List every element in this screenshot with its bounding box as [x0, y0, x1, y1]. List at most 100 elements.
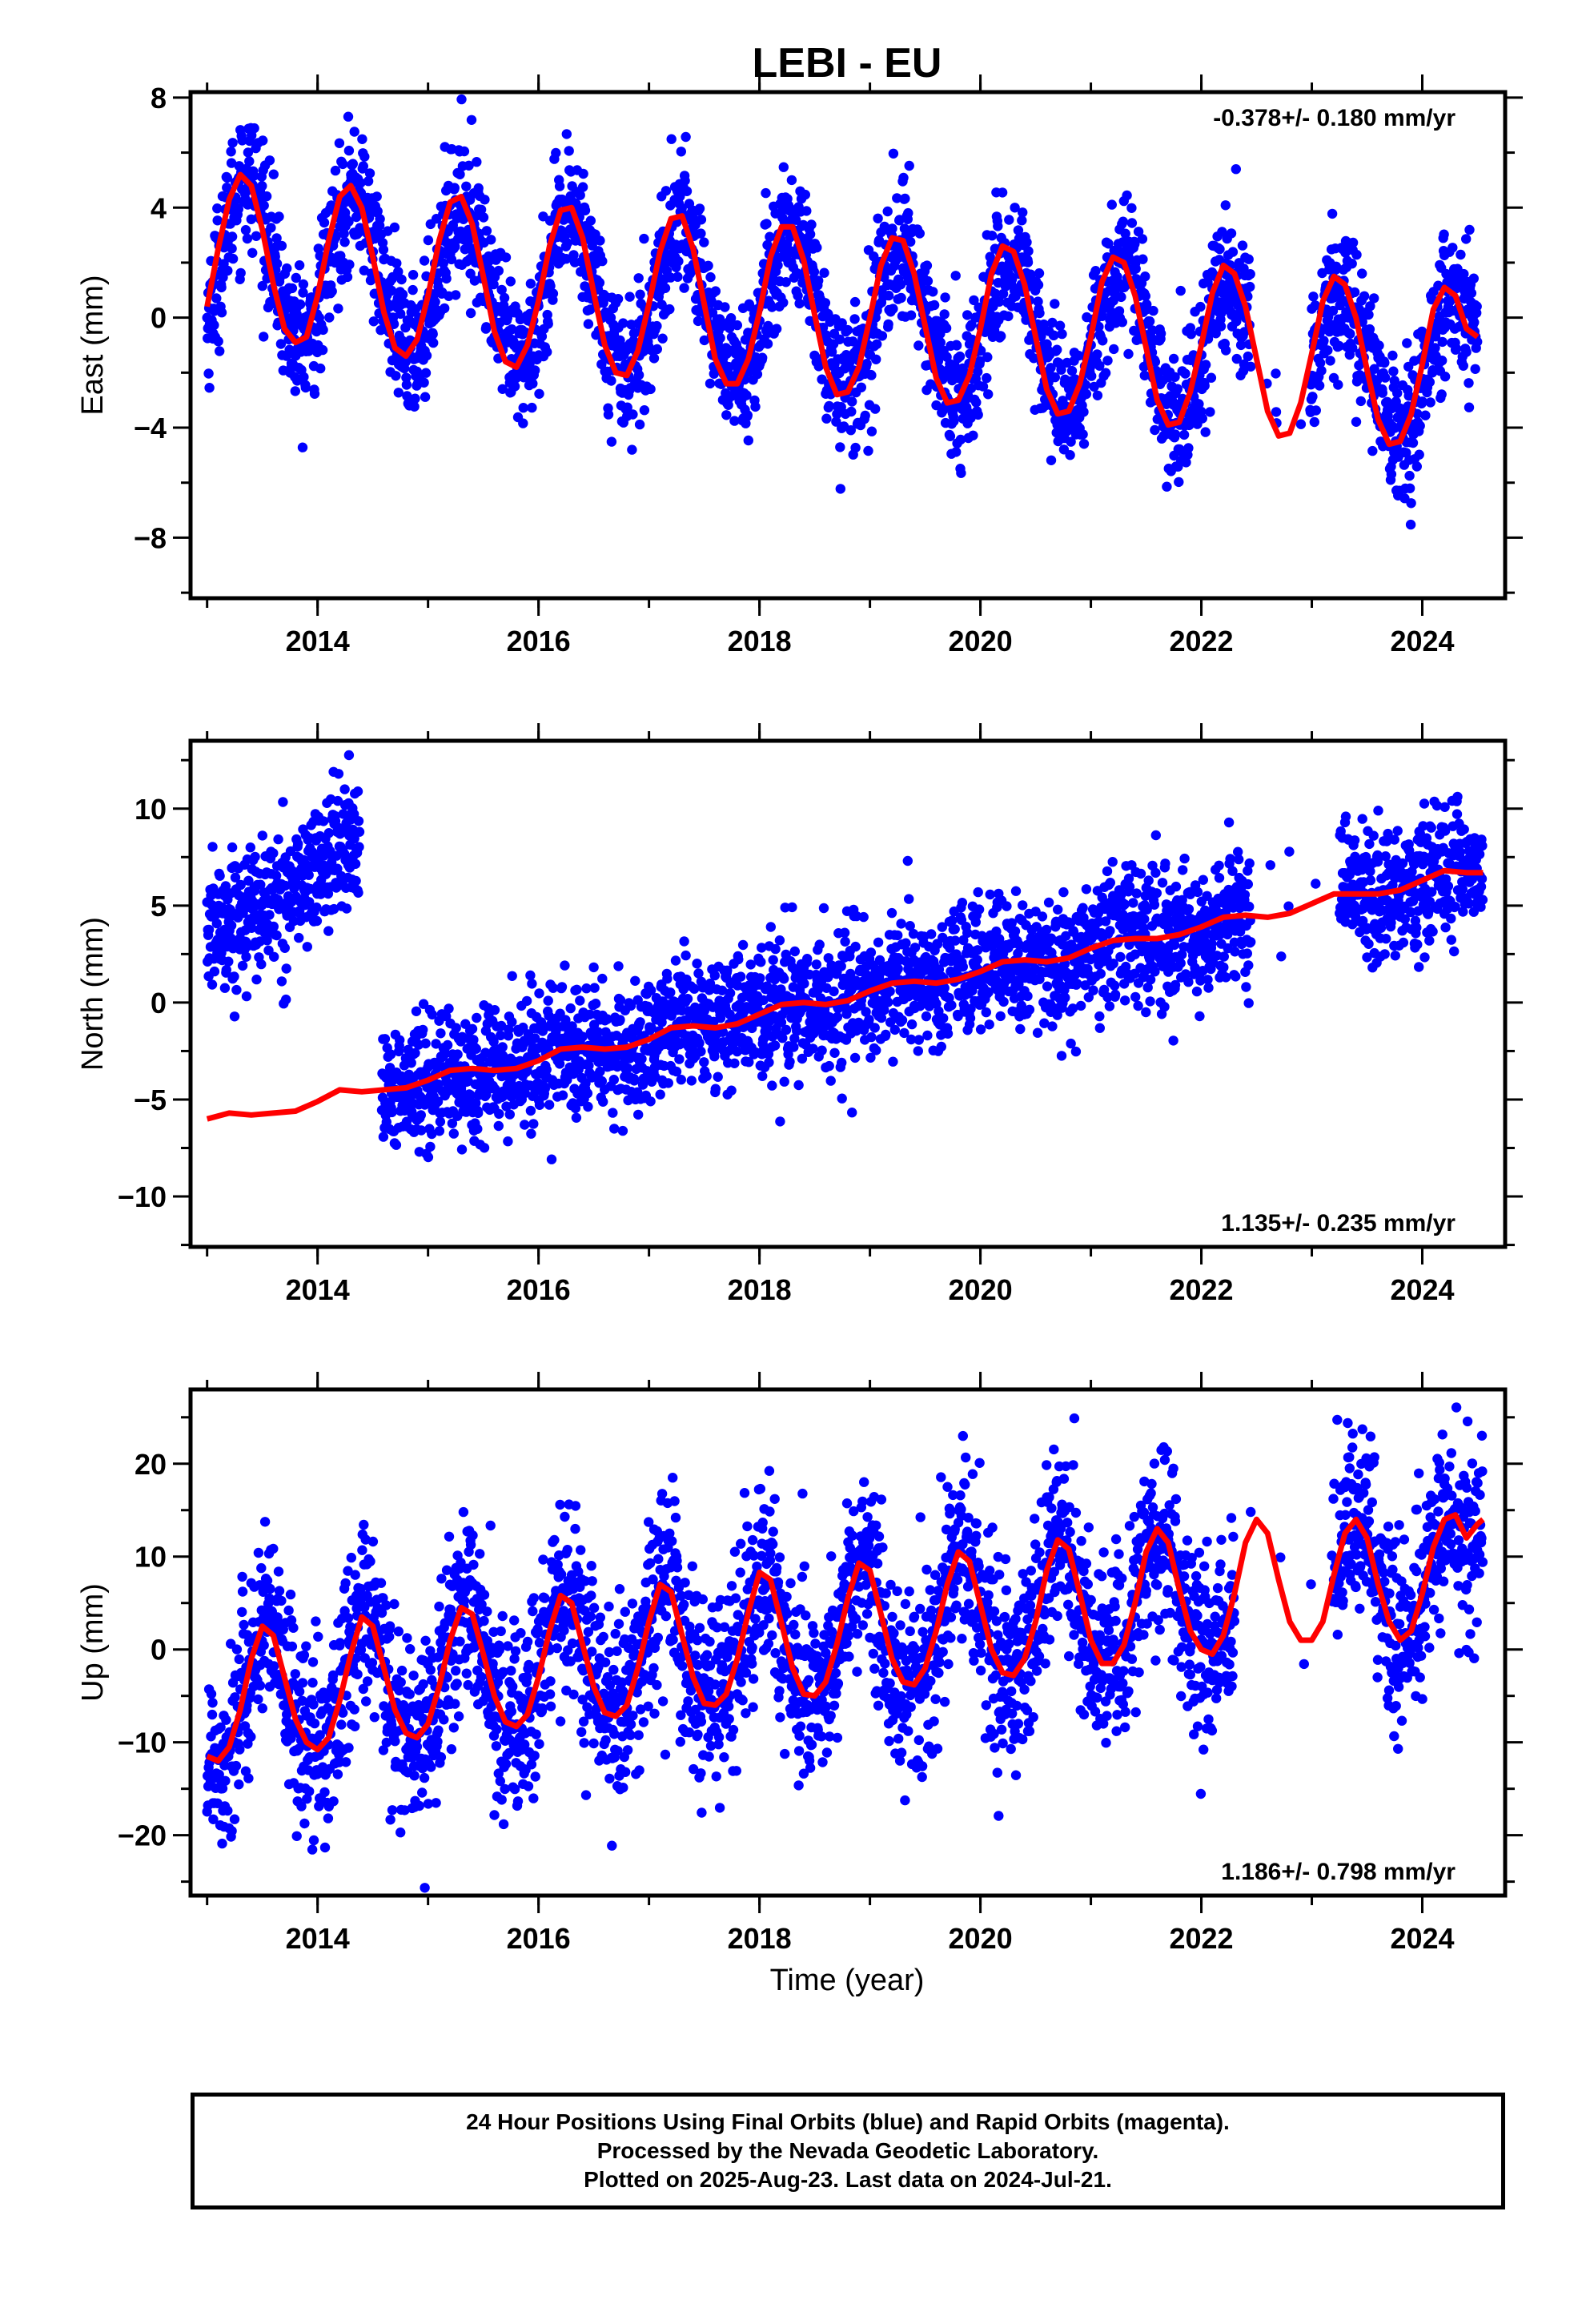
data-point — [251, 974, 262, 985]
data-point — [835, 484, 846, 494]
data-point — [1034, 308, 1045, 319]
data-point — [354, 842, 364, 852]
data-point — [778, 162, 789, 172]
data-point — [809, 267, 820, 277]
data-point — [1103, 239, 1114, 249]
data-point — [801, 1039, 811, 1050]
data-point — [459, 146, 470, 157]
data-point — [248, 171, 259, 181]
data-point — [396, 274, 407, 285]
data-point — [402, 391, 412, 401]
data-point — [741, 390, 752, 400]
data-point — [743, 435, 753, 446]
data-point — [209, 320, 219, 331]
data-point — [1239, 327, 1250, 337]
data-point — [247, 247, 258, 258]
data-point — [264, 910, 275, 920]
data-point — [255, 879, 266, 890]
data-point — [1311, 405, 1322, 416]
data-point — [243, 147, 254, 158]
data-point — [237, 960, 248, 971]
data-point — [387, 1107, 397, 1118]
data-point — [282, 263, 292, 274]
data-point — [863, 445, 873, 456]
data-point — [596, 1076, 607, 1087]
data-point — [1476, 0, 1486, 5]
data-point — [847, 1108, 857, 1118]
data-point — [713, 1072, 723, 1082]
data-point — [1405, 519, 1416, 530]
data-point — [733, 954, 744, 965]
data-point — [1109, 344, 1119, 355]
data-point — [1231, 164, 1242, 175]
data-point — [761, 219, 772, 229]
data-point — [589, 983, 600, 993]
data-point — [543, 319, 553, 329]
data-point — [583, 1101, 593, 1112]
data-point — [476, 204, 487, 215]
data-point — [1220, 200, 1231, 211]
data-point — [1118, 216, 1129, 227]
data-point — [681, 131, 691, 143]
data-point — [905, 236, 916, 247]
data-point — [870, 404, 881, 414]
data-point — [1476, 0, 1485, 5]
data-point — [1427, 365, 1438, 376]
data-point — [257, 280, 267, 292]
data-point — [427, 1128, 437, 1140]
data-point — [332, 863, 343, 874]
data-point — [227, 231, 238, 242]
data-point — [903, 275, 914, 287]
data-point — [1130, 263, 1141, 274]
data-point — [311, 915, 323, 927]
data-point — [1137, 234, 1148, 244]
data-point — [883, 290, 894, 301]
data-point — [1271, 368, 1281, 379]
data-point — [311, 902, 322, 913]
data-point — [883, 997, 893, 1007]
data-point — [300, 382, 311, 393]
data-point — [431, 1039, 441, 1049]
data-point — [876, 1012, 887, 1023]
data-point — [350, 858, 361, 870]
data-point — [494, 1108, 504, 1120]
data-point — [928, 287, 938, 297]
data-point — [633, 273, 644, 283]
data-point — [1175, 285, 1186, 296]
data-point — [904, 894, 914, 904]
data-point — [1417, 396, 1427, 407]
data-point — [451, 1023, 461, 1033]
data-point — [882, 206, 893, 217]
data-point — [249, 123, 259, 134]
data-point — [1349, 287, 1360, 298]
data-point — [460, 244, 470, 255]
data-point — [1473, 0, 1483, 5]
data-point — [1081, 388, 1092, 400]
data-point — [634, 419, 645, 430]
data-point — [622, 402, 632, 412]
data-point — [897, 1015, 908, 1026]
data-point — [670, 955, 681, 966]
east-model-fit-line — [204, 171, 1480, 448]
data-point — [590, 999, 601, 1009]
data-point — [207, 979, 218, 990]
data-point — [673, 271, 683, 282]
data-point — [1133, 227, 1144, 237]
data-point — [442, 1039, 453, 1051]
data-point — [721, 410, 732, 420]
data-point — [545, 280, 556, 292]
data-point — [554, 181, 565, 191]
data-point — [582, 1088, 593, 1099]
data-point — [577, 182, 588, 192]
data-point — [1174, 476, 1184, 488]
data-point — [1477, 0, 1487, 5]
data-point — [273, 834, 283, 845]
data-point — [418, 999, 429, 1009]
data-point — [488, 279, 499, 290]
data-point — [1066, 436, 1076, 447]
data-point — [660, 283, 671, 293]
data-point — [598, 1096, 608, 1108]
data-point — [1052, 344, 1062, 355]
data-point — [869, 1023, 880, 1033]
data-point — [496, 1030, 506, 1041]
